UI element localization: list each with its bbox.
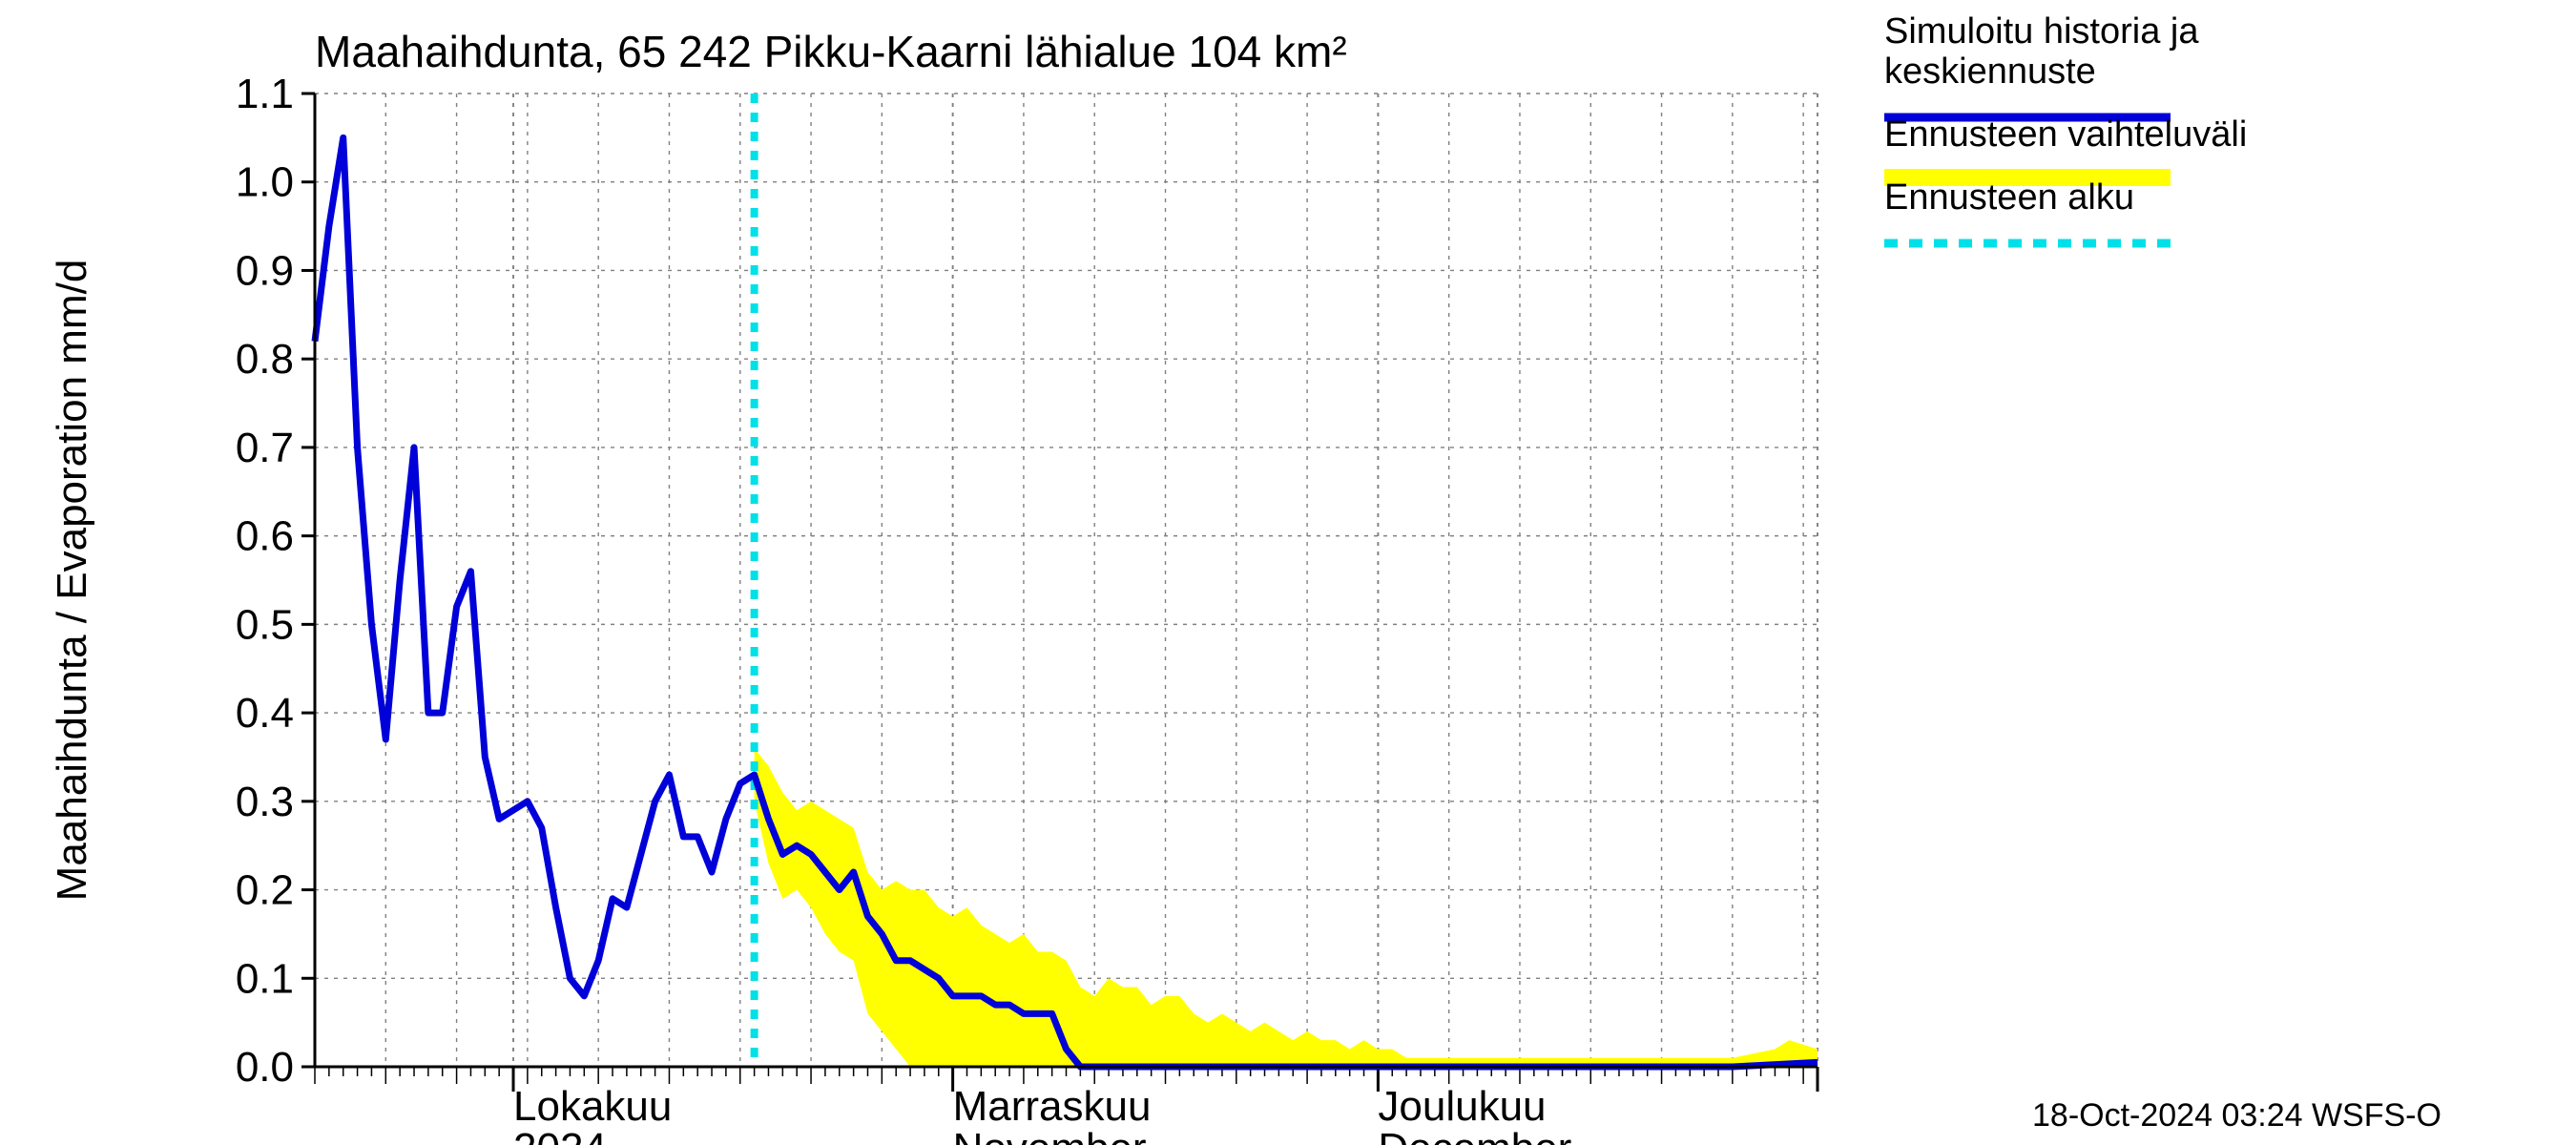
legend-label: Ennusteen alku (1884, 177, 2134, 218)
legend-label: Ennusteen vaihteluväli (1884, 114, 2247, 155)
y-tick-label: 0.6 (236, 513, 294, 560)
x-tick-label-line1: Lokakuu (513, 1083, 672, 1130)
y-axis-label: Maahaihdunta / Evaporation mm/d (49, 260, 95, 902)
y-tick-label: 1.0 (236, 159, 294, 206)
y-tick-label: 0.1 (236, 955, 294, 1002)
y-tick-label: 0.9 (236, 247, 294, 294)
y-tick-label: 0.4 (236, 690, 294, 737)
y-tick-label: 0.0 (236, 1044, 294, 1091)
y-tick-label: 1.1 (236, 71, 294, 117)
y-tick-label: 0.3 (236, 779, 294, 825)
legend-label: Simuloitu historia ja (1884, 11, 2199, 52)
legend-label: keskiennuste (1884, 52, 2096, 92)
y-tick-label: 0.8 (236, 336, 294, 383)
chart-title: Maahaihdunta, 65 242 Pikku-Kaarni lähial… (315, 27, 1347, 76)
x-tick-label-line2: November (953, 1125, 1147, 1145)
y-tick-label: 0.2 (236, 867, 294, 914)
y-tick-label: 0.7 (236, 425, 294, 471)
x-tick-label-line1: Marraskuu (953, 1083, 1152, 1130)
y-tick-label: 0.5 (236, 601, 294, 648)
x-tick-label-line2: 2024 (513, 1125, 607, 1145)
x-tick-label-line1: Joulukuu (1378, 1083, 1546, 1130)
footer-timestamp: 18-Oct-2024 03:24 WSFS-O (2032, 1097, 2441, 1134)
evaporation-chart: Maahaihdunta, 65 242 Pikku-Kaarni lähial… (0, 0, 2576, 1145)
x-tick-label-line2: December (1378, 1125, 1571, 1145)
